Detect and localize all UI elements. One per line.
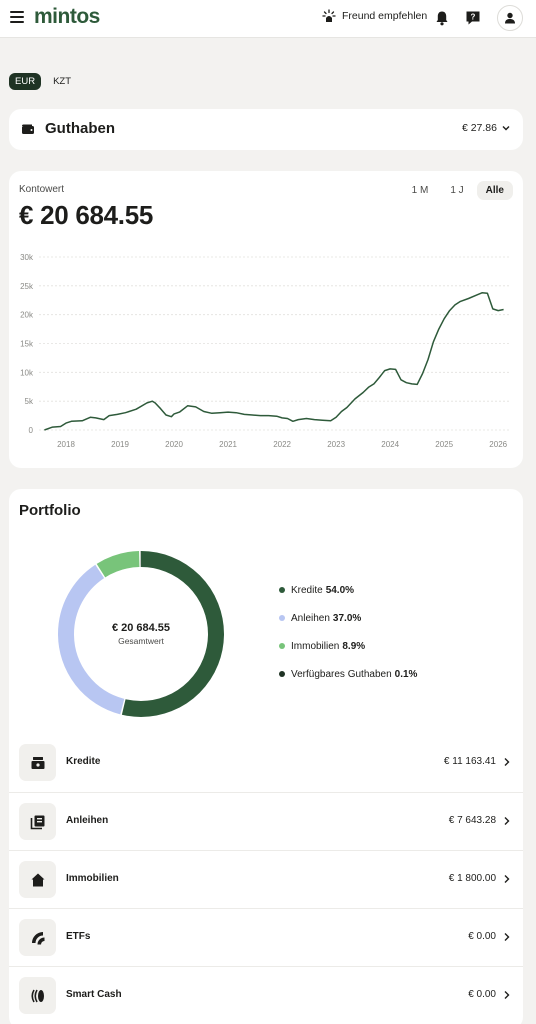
legend-label: Kredite bbox=[291, 584, 323, 596]
legend-item-verfuegbares-guthaben: Verfügbares Guthaben 0.1% bbox=[279, 668, 417, 680]
chevron-right-icon bbox=[504, 875, 510, 883]
legend-dot bbox=[279, 671, 285, 677]
legend-dot bbox=[279, 643, 285, 649]
balance-dropdown[interactable]: € 27.86 bbox=[462, 122, 511, 134]
product-value: € 7 643.28 bbox=[448, 815, 496, 826]
chevron-right-icon bbox=[504, 817, 510, 825]
x-tick-label: 2025 bbox=[435, 440, 453, 449]
donut-center: € 20 684.55 Gesamtwert bbox=[58, 551, 224, 717]
portfolio-card: Portfolio € 20 684.55 Gesamtwert Kredite… bbox=[9, 489, 523, 1024]
user-icon[interactable] bbox=[497, 5, 523, 31]
bond-icon bbox=[19, 803, 56, 840]
x-tick-label: 2026 bbox=[489, 440, 507, 449]
product-label: Smart Cash bbox=[66, 989, 122, 1000]
x-tick-label: 2021 bbox=[219, 440, 237, 449]
product-value: € 0.00 bbox=[468, 931, 496, 942]
donut-slice-kredite bbox=[58, 551, 224, 717]
x-tick-label: 2024 bbox=[381, 440, 399, 449]
product-value: € 1 800.00 bbox=[448, 873, 496, 884]
product-row-kredite[interactable]: Kredite € 11 163.41 bbox=[9, 734, 523, 792]
product-row-immobilien[interactable]: Immobilien € 1 800.00 bbox=[9, 850, 523, 908]
account-value-amount: € 20 684.55 bbox=[19, 200, 154, 230]
product-label: ETFs bbox=[66, 931, 91, 942]
y-tick-label: 15k bbox=[20, 340, 34, 349]
legend-item-immobilien: Immobilien 8.9% bbox=[279, 640, 417, 652]
legend-label: Immobilien bbox=[291, 640, 340, 652]
loan-icon bbox=[19, 744, 56, 781]
range-tabs: 1 M 1 J Alle bbox=[403, 181, 513, 200]
product-label: Anleihen bbox=[66, 815, 109, 826]
y-tick-label: 25k bbox=[20, 282, 34, 291]
product-value: € 11 163.41 bbox=[443, 756, 496, 767]
refer-friend-label: Freund empfehlen bbox=[342, 10, 428, 22]
product-label: Immobilien bbox=[66, 873, 119, 884]
legend-item-kredite: Kredite 54.0% bbox=[279, 584, 417, 596]
etf-icon bbox=[19, 919, 56, 956]
range-tab-all[interactable]: Alle bbox=[476, 181, 513, 200]
chevron-right-icon bbox=[504, 758, 510, 766]
chevron-right-icon bbox=[504, 991, 510, 999]
account-value-label: Kontowert bbox=[19, 184, 65, 195]
help-chat-icon[interactable]: ? bbox=[464, 9, 482, 27]
legend-item-anleihen: Anleihen 37.0% bbox=[279, 612, 417, 624]
y-tick-label: 20k bbox=[20, 311, 34, 320]
range-tab-1m[interactable]: 1 M bbox=[411, 185, 429, 196]
menu-icon[interactable] bbox=[10, 11, 24, 23]
mintos-logo[interactable]: mintos bbox=[34, 5, 100, 28]
legend-pct: 0.1% bbox=[394, 668, 418, 680]
portfolio-title: Portfolio bbox=[19, 502, 81, 519]
refer-friend-link[interactable]: Freund empfehlen bbox=[322, 9, 427, 23]
portfolio-product-list: Kredite € 11 163.41 Anleihen € 7 643.28 … bbox=[9, 734, 523, 1024]
x-tick-label: 2023 bbox=[327, 440, 345, 449]
x-tick-label: 2018 bbox=[57, 440, 75, 449]
x-tick-label: 2020 bbox=[165, 440, 183, 449]
y-tick-label: 30k bbox=[20, 253, 34, 262]
donut-slice-anleihen bbox=[58, 551, 224, 717]
portfolio-donut-chart bbox=[58, 551, 224, 717]
legend-label: Anleihen bbox=[291, 612, 330, 624]
balance-card[interactable]: Guthaben € 27.86 bbox=[9, 109, 523, 150]
portfolio-total-label: Gesamtwert bbox=[118, 636, 164, 646]
portfolio-legend: Kredite 54.0% Anleihen 37.0% Immobilien … bbox=[279, 584, 417, 696]
legend-pct: 54.0% bbox=[325, 584, 355, 596]
product-row-smart-cash[interactable]: Smart Cash € 0.00 bbox=[9, 966, 523, 1024]
balance-value: € 27.86 bbox=[461, 122, 497, 134]
product-label: Kredite bbox=[66, 756, 101, 767]
x-tick-label: 2019 bbox=[111, 440, 129, 449]
account-value-line-chart: 0 5k 10k 15k 20k 25k 30k 2018 2019 2020 2021 2022 20… bbox=[20, 253, 509, 449]
product-row-anleihen[interactable]: Anleihen € 7 643.28 bbox=[9, 792, 523, 850]
legend-dot bbox=[279, 615, 285, 621]
legend-pct: 8.9% bbox=[342, 640, 366, 652]
product-value: € 0.00 bbox=[468, 989, 496, 1000]
range-tab-1y[interactable]: 1 J bbox=[450, 185, 464, 196]
legend-dot bbox=[279, 587, 285, 593]
bell-icon[interactable] bbox=[433, 9, 451, 27]
chevron-right-icon bbox=[504, 933, 510, 941]
currency-tab-kzt[interactable]: KZT bbox=[53, 76, 72, 87]
account-value-series-line bbox=[44, 292, 504, 431]
top-navigation-bar: mintos Freund empfehlen ? bbox=[0, 0, 536, 38]
product-row-etfs[interactable]: ETFs € 0.00 bbox=[9, 908, 523, 966]
smart-cash-icon bbox=[19, 977, 56, 1014]
portfolio-total: € 20 684.55 bbox=[111, 622, 171, 634]
currency-tabs: EUR KZT bbox=[9, 73, 77, 90]
gift-icon bbox=[322, 9, 336, 22]
chevron-down-icon bbox=[502, 126, 510, 131]
user-silhouette-icon bbox=[505, 12, 515, 24]
balance-title: Guthaben bbox=[45, 120, 115, 137]
house-icon bbox=[19, 861, 56, 898]
wallet-icon bbox=[22, 124, 34, 134]
y-tick-label: 10k bbox=[20, 368, 34, 377]
svg-text:?: ? bbox=[471, 13, 476, 22]
account-value-card: Kontowert € 20 684.55 1 M 1 J Alle 0 5k 10… bbox=[9, 171, 523, 468]
x-tick-label: 2022 bbox=[273, 440, 291, 449]
y-tick-label: 0 bbox=[29, 426, 34, 435]
currency-tab-eur[interactable]: EUR bbox=[9, 73, 42, 90]
legend-label: Verfügbares Guthaben bbox=[291, 668, 392, 680]
y-tick-label: 5k bbox=[25, 397, 34, 406]
legend-pct: 37.0% bbox=[332, 612, 362, 624]
